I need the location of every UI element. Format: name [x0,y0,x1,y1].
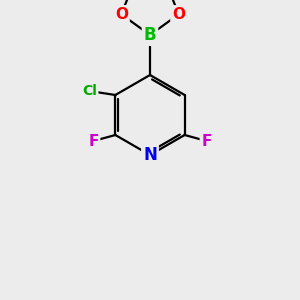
Text: N: N [143,146,157,164]
Text: Cl: Cl [82,84,97,98]
Text: O: O [115,7,128,22]
Text: B: B [144,26,156,44]
Text: F: F [202,134,212,148]
Text: O: O [172,7,185,22]
Text: F: F [88,134,98,148]
